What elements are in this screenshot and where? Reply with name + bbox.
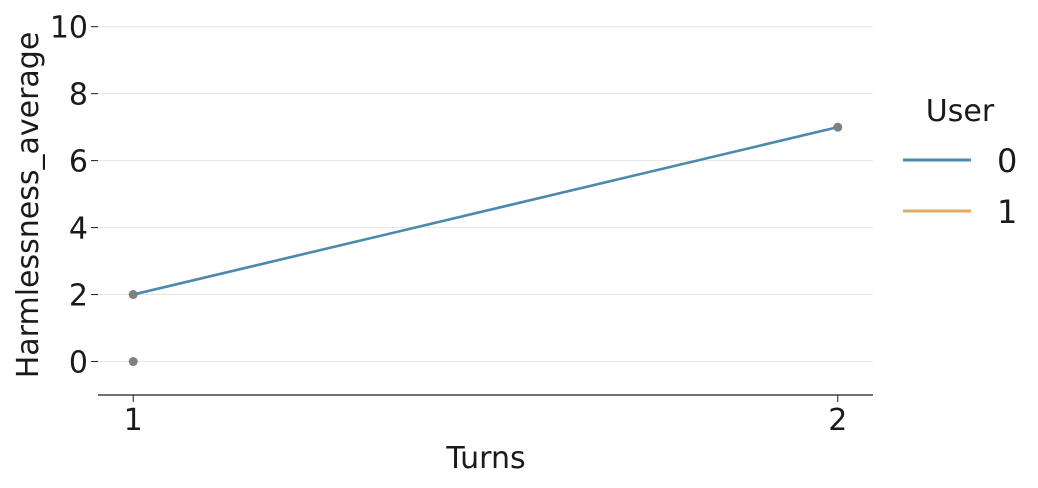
x-axis-title: Turns: [445, 441, 525, 476]
legend-label-1: 1: [997, 193, 1017, 231]
data-point: [833, 122, 843, 132]
x-tick-label: 1: [124, 403, 143, 438]
series-line-0: [131, 125, 840, 296]
y-tick-label: 10: [50, 11, 88, 46]
legend: User 0 1: [903, 94, 1017, 231]
y-tick-label: 0: [69, 346, 88, 381]
y-tick-label: 6: [69, 145, 88, 180]
x-tick-label: 2: [828, 403, 847, 438]
data-points: [128, 122, 843, 367]
data-point: [128, 290, 138, 300]
legend-label-0: 0: [997, 142, 1017, 180]
gridlines: [98, 26, 873, 363]
y-tick-label: 8: [69, 78, 88, 113]
legend-title: User: [926, 94, 995, 129]
series-lines: [131, 125, 840, 296]
y-axis-title: Harmlessness_average: [11, 32, 46, 379]
y-tick-label: 2: [69, 279, 88, 314]
y-tick-label: 4: [69, 212, 88, 247]
data-point: [128, 357, 138, 367]
